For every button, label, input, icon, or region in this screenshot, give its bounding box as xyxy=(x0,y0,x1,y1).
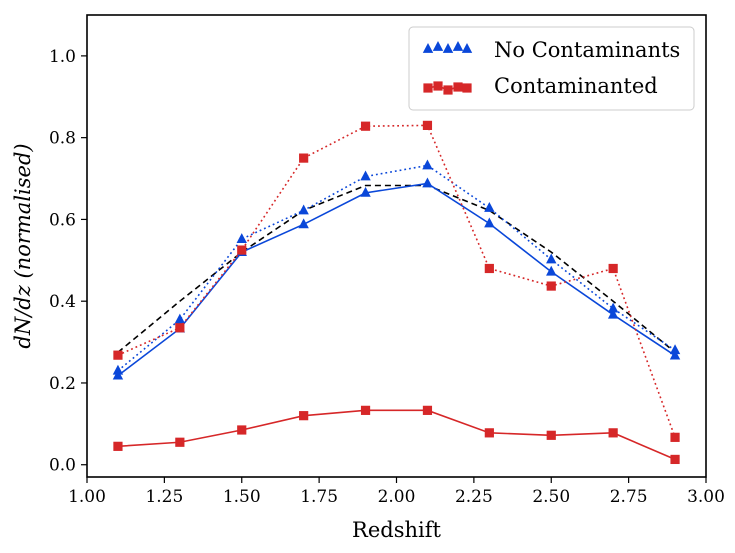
data-point xyxy=(546,281,556,291)
data-point xyxy=(298,204,309,215)
legend-point xyxy=(452,41,464,51)
data-point xyxy=(113,441,123,451)
legend-point xyxy=(443,85,453,95)
data-point xyxy=(422,405,433,415)
series-0 xyxy=(117,184,676,353)
x-tick-label: 3.00 xyxy=(687,487,725,507)
y-tick-label: 0.4 xyxy=(49,292,76,312)
data-point xyxy=(670,432,680,442)
data-point xyxy=(546,265,557,276)
legend-label-contaminanted: Contaminanted xyxy=(494,74,658,98)
data-point xyxy=(484,201,495,212)
y-tick-label: 0.8 xyxy=(49,129,76,149)
legend-box xyxy=(408,26,695,111)
legend-point xyxy=(461,43,473,53)
data-point xyxy=(360,121,371,131)
series-line xyxy=(117,409,676,461)
data-point xyxy=(546,430,556,440)
data-point xyxy=(237,245,247,255)
series-3 xyxy=(113,405,680,465)
series-layer xyxy=(112,120,681,465)
data-point xyxy=(669,349,681,360)
data-point xyxy=(113,350,123,360)
data-point xyxy=(669,344,681,355)
data-point xyxy=(608,428,618,438)
legend-point xyxy=(453,82,463,92)
data-point xyxy=(422,177,433,188)
legend-point xyxy=(442,43,454,53)
legend: No Contaminants Contaminanted xyxy=(408,26,695,111)
data-point xyxy=(484,428,494,438)
x-tick-label: 2.00 xyxy=(378,487,416,507)
x-tick-label: 1.00 xyxy=(68,487,106,507)
legend-point xyxy=(422,43,434,53)
plot-frame xyxy=(86,14,707,478)
data-point xyxy=(112,364,124,375)
data-point xyxy=(607,302,619,313)
data-point xyxy=(175,323,185,333)
legend-point xyxy=(423,83,433,93)
x-axis-label: Redshift xyxy=(352,518,441,542)
data-point xyxy=(236,233,247,243)
legend-point xyxy=(462,83,472,93)
series-line xyxy=(117,184,676,353)
data-point xyxy=(174,313,186,324)
legend-marker-no-contaminants xyxy=(422,41,473,53)
x-tick-label: 2.75 xyxy=(610,487,648,507)
data-point xyxy=(546,253,557,264)
data-point xyxy=(484,217,495,228)
x-tick-label: 1.50 xyxy=(223,487,261,507)
x-tick-label: 1.25 xyxy=(145,487,183,507)
data-point xyxy=(360,186,371,197)
data-point xyxy=(422,120,433,130)
data-point xyxy=(299,411,309,421)
data-point xyxy=(422,159,433,170)
data-point xyxy=(670,454,680,465)
series-4 xyxy=(113,120,680,442)
y-axis-label: dN/dz (normalised) xyxy=(11,143,35,348)
y-tick-label: 1.0 xyxy=(49,47,76,67)
data-point xyxy=(175,437,185,447)
y-tick-label: 0.2 xyxy=(49,374,76,394)
legend-point xyxy=(432,41,444,51)
data-point xyxy=(298,218,309,229)
series-2 xyxy=(112,159,681,375)
x-tick-label: 1.75 xyxy=(300,487,338,507)
legend-marker-contaminanted xyxy=(423,81,472,95)
legend-point xyxy=(433,81,443,91)
x-tick-label: 2.25 xyxy=(455,487,493,507)
data-point xyxy=(360,405,371,415)
series-1 xyxy=(112,177,681,380)
legend-label-no-contaminants: No Contaminants xyxy=(494,38,680,62)
data-point xyxy=(608,263,618,274)
series-line xyxy=(117,182,676,377)
data-point xyxy=(484,263,494,274)
data-point xyxy=(299,153,309,163)
tick-layer: 1.00 1.25 1.50 1.75 2.00 2.25 2.50 2.75 3.00 0.0 0… xyxy=(49,47,725,507)
data-point xyxy=(607,308,619,319)
series-line xyxy=(117,164,676,372)
y-tick-label: 0.0 xyxy=(49,456,76,476)
series-line xyxy=(117,124,676,438)
data-point xyxy=(237,425,247,435)
y-tick-label: 0.6 xyxy=(49,210,76,230)
data-point xyxy=(360,170,371,181)
x-tick-label: 2.50 xyxy=(532,487,570,507)
